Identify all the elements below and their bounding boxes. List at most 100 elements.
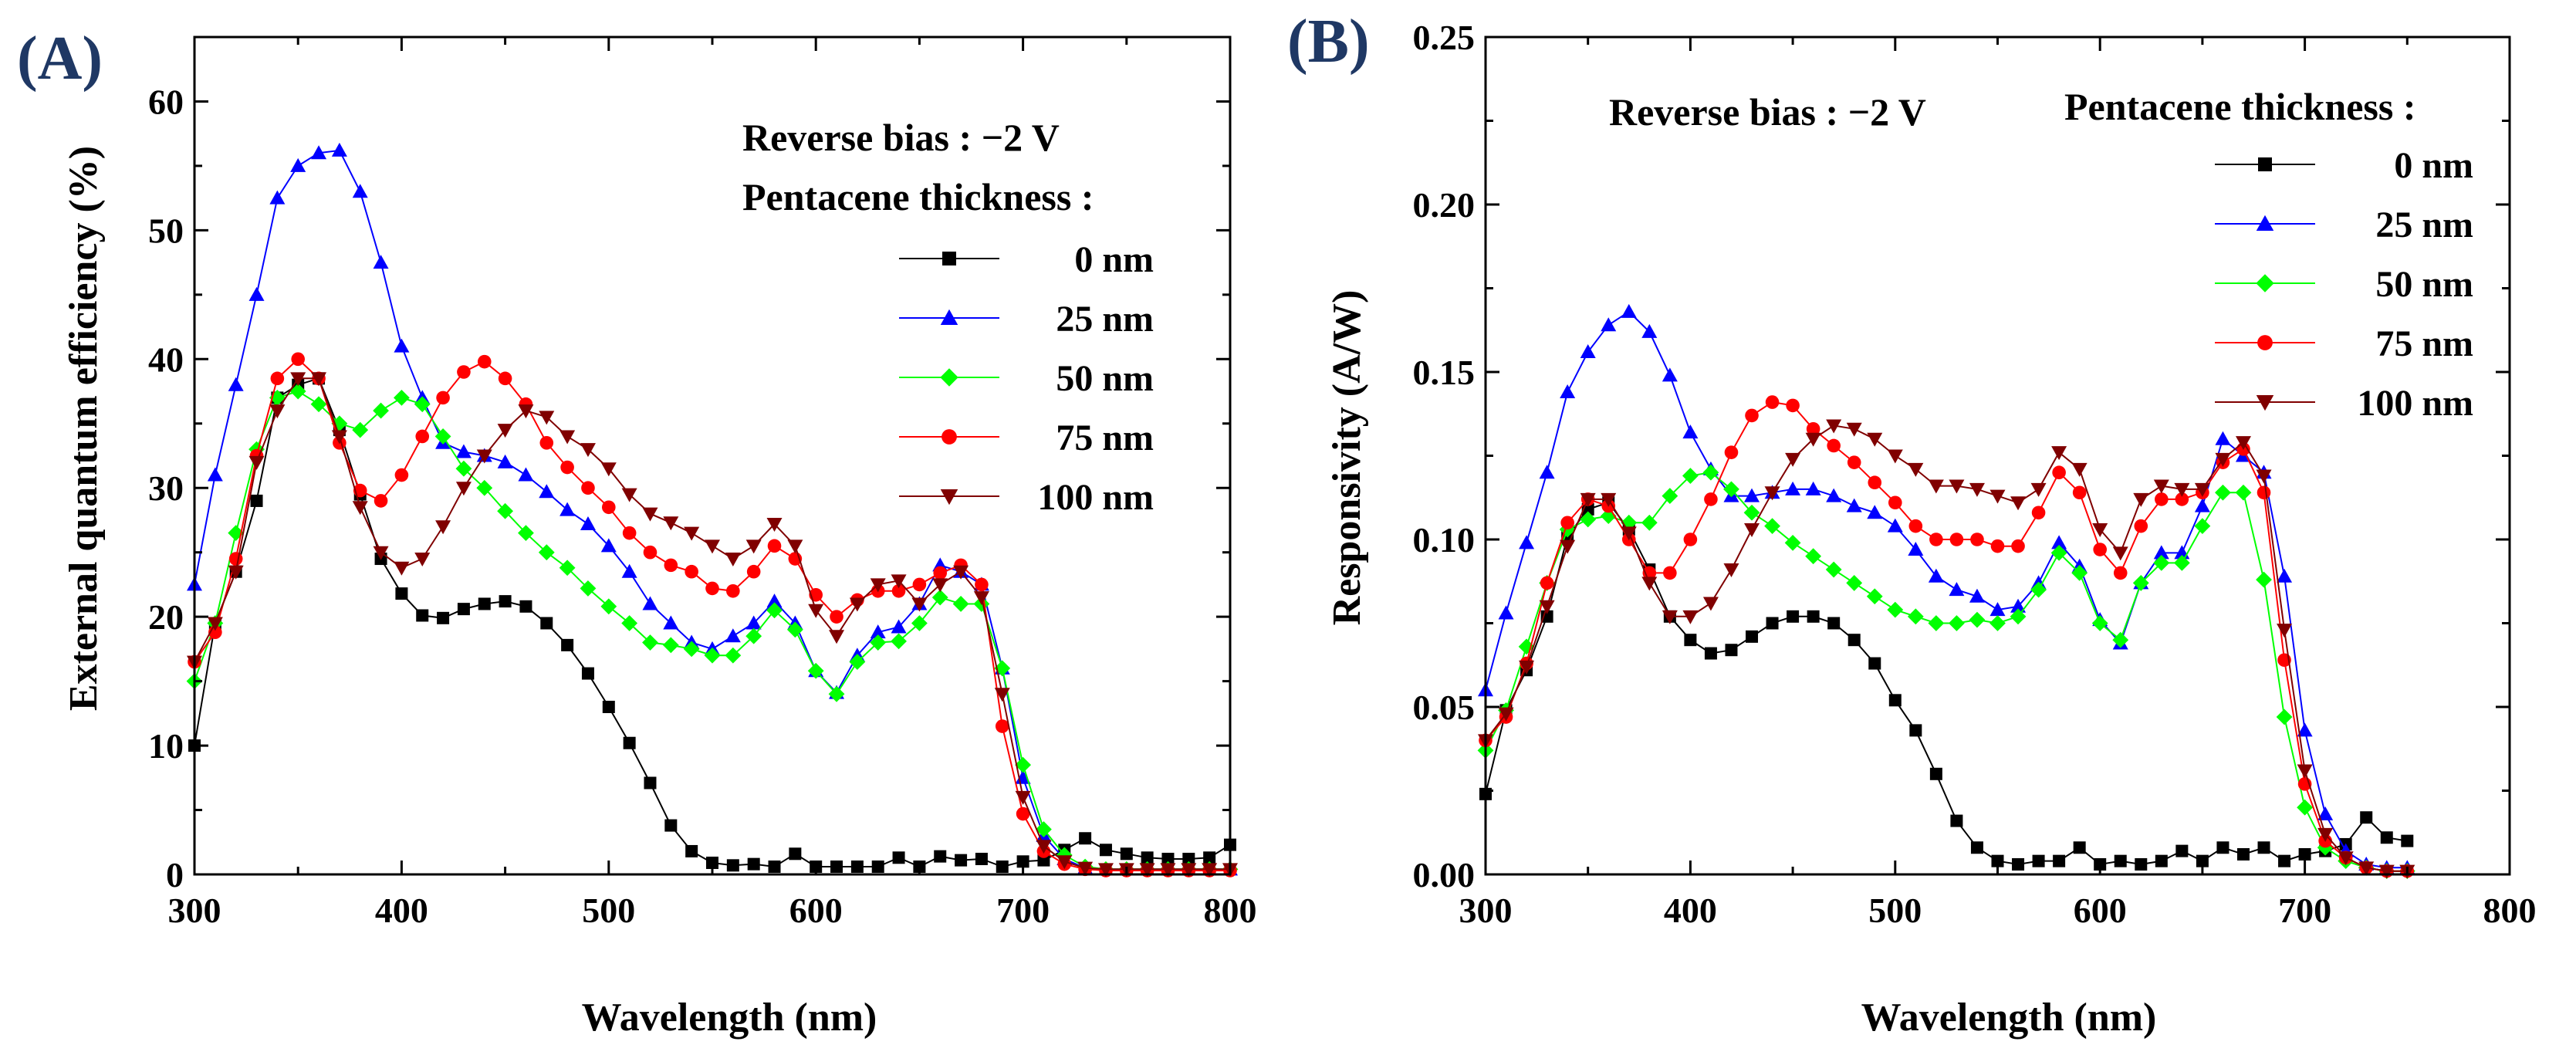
panel-a-data-point-100-nm bbox=[911, 597, 928, 612]
panel-a-data-point-100-nm bbox=[331, 430, 347, 445]
panel-b-data-point-75-nm bbox=[2134, 519, 2148, 533]
panel-b-data-point-0-nm bbox=[1991, 854, 2004, 867]
panel-a-data-point-25-nm bbox=[207, 467, 223, 482]
panel-b-data-point-100-nm bbox=[1949, 479, 1965, 494]
panel-b-data-point-75-nm bbox=[2052, 465, 2066, 479]
panel-a-y-tick-label: 20 bbox=[148, 597, 184, 637]
panel-a-legend-marker-0-nm bbox=[942, 252, 956, 265]
panel-a-x-tick-label: 800 bbox=[1204, 891, 1257, 930]
panel-b-bias-annotation: Reverse bias : −2 V bbox=[1609, 90, 1926, 134]
panel-a-legend-marker-100-nm bbox=[940, 489, 958, 506]
panel-b-data-point-100-nm bbox=[2194, 482, 2210, 497]
panel-b-data-point-50-nm bbox=[2030, 581, 2047, 598]
panel-a-data-point-100-nm bbox=[497, 424, 513, 438]
panel-a-data-point-100-nm bbox=[269, 404, 286, 419]
panel-b-data-point-25-nm bbox=[1867, 505, 1883, 519]
panel-b-data-point-75-nm bbox=[1806, 421, 1820, 436]
panel-a-legend: 0 nm 25 nm 50 nm 75 nm 100 nm bbox=[899, 239, 1154, 518]
panel-b-data-point-50-nm bbox=[1702, 464, 1719, 481]
panel-b-data-point-25-nm bbox=[2194, 498, 2210, 512]
panel-b-data-point-50-nm bbox=[1825, 561, 1842, 578]
panel-b-data-point-100-nm bbox=[1969, 482, 1985, 497]
panel-a-data-point-100-nm bbox=[787, 539, 803, 554]
panel-a-data-point-0-nm bbox=[1120, 847, 1133, 861]
panel-a-data-point-50-nm bbox=[538, 544, 555, 561]
panel-b-data-point-0-nm bbox=[2298, 847, 2311, 861]
panel-a-data-point-50-nm bbox=[662, 637, 679, 654]
panel-b-data-point-0-nm bbox=[2012, 857, 2025, 871]
panel-b-data-point-25-nm bbox=[1887, 518, 1903, 533]
panel-b-data-point-50-nm bbox=[1866, 588, 1883, 605]
panel-b-data-point-25-nm bbox=[1744, 488, 1760, 502]
panel-b-y-tick-label: 0.25 bbox=[1413, 18, 1476, 57]
panel-a-data-point-0-nm bbox=[540, 617, 553, 630]
panel-a-data-point-50-nm bbox=[911, 615, 928, 631]
panel-a-data-point-100-nm bbox=[684, 526, 700, 541]
panel-b-data-point-0-nm bbox=[2360, 811, 2373, 824]
panel-a-data-point-0-nm bbox=[685, 844, 698, 857]
panel-b-data-point-25-nm bbox=[1601, 317, 1617, 332]
panel-b-data-point-50-nm bbox=[1723, 481, 1739, 498]
panel-b-data-point-75-nm bbox=[1765, 395, 1780, 409]
panel-b-data-point-100-nm bbox=[1785, 452, 1801, 467]
panel-b-series-50-nm bbox=[1477, 464, 2415, 880]
panel-b-data-point-50-nm bbox=[2091, 615, 2108, 631]
panel-b-data-point-50-nm bbox=[2297, 799, 2313, 816]
panel-a-legend-label-75-nm: 75 nm bbox=[1056, 418, 1154, 458]
panel-b-data-point-75-nm bbox=[1970, 533, 1984, 546]
panel-b-y-tick-label: 0.10 bbox=[1413, 520, 1476, 560]
panel-a-data-point-25-nm bbox=[373, 255, 389, 269]
panel-a-data-point-25-nm bbox=[642, 596, 658, 610]
panel-b-data-point-100-nm bbox=[1846, 422, 1862, 437]
panel-b-data-point-100-nm bbox=[2378, 864, 2395, 879]
panel-a-data-point-100-nm bbox=[1097, 863, 1114, 877]
panel-b-data-point-0-nm bbox=[2032, 854, 2045, 867]
panel-a-data-point-25-nm bbox=[870, 624, 886, 639]
panel-b-legend-label-75-nm: 75 nm bbox=[2375, 323, 2473, 364]
panel-b-data-point-25-nm bbox=[2010, 598, 2027, 613]
panel-a: (A) 300 400 500 600 700 800 0 10 20 30 40 50 60 Wave… bbox=[17, 25, 1257, 1040]
panel-a-data-point-0-nm bbox=[996, 860, 1009, 873]
panel-a-data-point-100-nm bbox=[311, 372, 327, 387]
panel-a-data-point-25-nm bbox=[559, 502, 576, 516]
panel-b-data-point-25-nm bbox=[1519, 535, 1535, 549]
panel-a-data-point-100-nm bbox=[600, 462, 617, 477]
panel-b-data-point-100-nm bbox=[1887, 449, 1903, 464]
panel-b-data-point-100-nm bbox=[2174, 482, 2190, 497]
panel-b-data-point-25-nm bbox=[1621, 303, 1637, 318]
panel-a-y-tick-label: 50 bbox=[148, 211, 184, 250]
panel-a-data-point-100-nm bbox=[539, 411, 555, 425]
panel-b-data-point-50-nm bbox=[1805, 548, 1822, 565]
panel-b-data-point-0-nm bbox=[2073, 841, 2086, 854]
panel-b-data-point-100-nm bbox=[1560, 539, 1576, 554]
panel-a-data-point-50-nm bbox=[373, 402, 389, 419]
panel-a-data-point-25-nm bbox=[290, 157, 306, 172]
panel-a-data-point-100-nm bbox=[621, 488, 637, 502]
panel-b-data-point-25-nm bbox=[1682, 424, 1699, 439]
panel-a-x-tick-label: 600 bbox=[789, 891, 843, 930]
panel-b-data-point-100-nm bbox=[2092, 522, 2108, 537]
panel-a-data-point-100-nm bbox=[1160, 863, 1176, 877]
panel-a-data-point-0-nm bbox=[623, 736, 636, 749]
panel-a-data-point-75-nm bbox=[457, 365, 471, 379]
panel-a-data-point-0-nm bbox=[1182, 852, 1195, 865]
panel-a-data-point-0-nm bbox=[664, 819, 678, 832]
panel-b-data-point-0-nm bbox=[1766, 617, 1779, 630]
panel-a-data-point-100-nm bbox=[1015, 790, 1031, 805]
panel-b-data-point-75-nm bbox=[1929, 533, 1943, 546]
panel-a-data-point-100-nm bbox=[1056, 855, 1073, 870]
panel-b-data-point-75-nm bbox=[1827, 438, 1841, 453]
panel-a-data-point-100-nm bbox=[290, 372, 306, 387]
panel-a-data-point-75-nm bbox=[602, 500, 616, 515]
panel-a-data-point-25-nm bbox=[600, 538, 617, 553]
panel-b-data-point-0-nm bbox=[1827, 617, 1841, 630]
panel-a-data-point-0-nm bbox=[789, 847, 802, 861]
panel-b-y-tick-label: 0.15 bbox=[1413, 353, 1476, 392]
panel-a-data-point-50-nm bbox=[600, 598, 617, 615]
panel-b-data-point-75-nm bbox=[2011, 539, 2025, 553]
panel-a-data-point-0-nm bbox=[416, 609, 429, 622]
panel-a-data-point-0-nm bbox=[955, 854, 968, 867]
panel-b-data-point-100-nm bbox=[2030, 482, 2047, 497]
panel-a-data-point-0-nm bbox=[1079, 832, 1092, 845]
